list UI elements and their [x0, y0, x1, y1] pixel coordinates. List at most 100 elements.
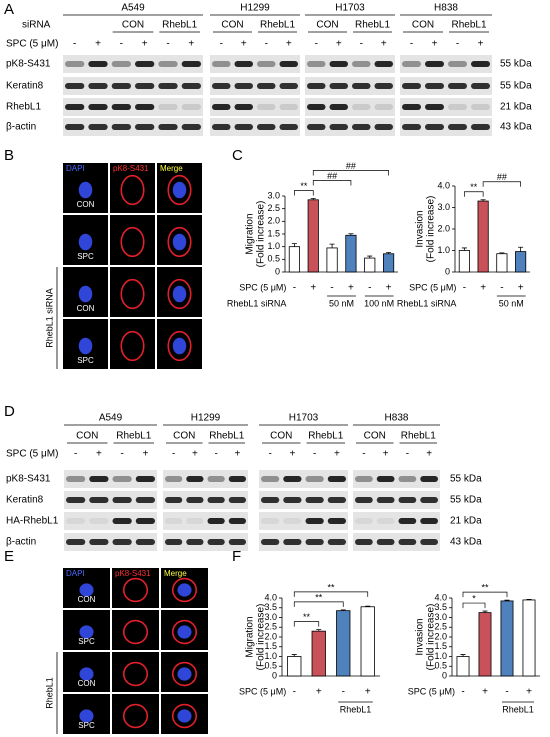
cell-line: A549: [121, 3, 145, 14]
significance-bracket: [482, 181, 521, 187]
error-bar: [499, 252, 505, 254]
nucleus: [79, 625, 94, 639]
band: [228, 539, 246, 545]
band: [283, 476, 302, 482]
sign: -: [268, 449, 271, 460]
x-tick-label: +: [316, 687, 322, 698]
micrograph: [110, 215, 155, 265]
condition-label: SPC: [77, 356, 94, 365]
band: [420, 497, 438, 503]
significance: **: [300, 181, 308, 191]
channel-label: Merge: [160, 164, 183, 173]
sign: -: [166, 39, 169, 50]
band: [307, 104, 326, 110]
band: [402, 124, 421, 130]
band: [425, 61, 444, 67]
band: [66, 476, 86, 482]
band: [181, 124, 201, 130]
significance: **: [303, 612, 311, 622]
panel-label: D: [4, 403, 15, 420]
blot-strip: [63, 55, 203, 73]
nucleus: [172, 233, 187, 251]
protein-label: HA-RhebL1: [6, 516, 59, 527]
micrograph: [110, 267, 155, 317]
error-bar: [460, 654, 466, 657]
group-label: RhebL1: [340, 704, 372, 714]
size-label: 43 kDa: [500, 122, 532, 133]
group-label: CON: [173, 431, 195, 442]
y-tick-label: 3.0: [267, 190, 280, 200]
error-bar: [504, 599, 510, 601]
significance-bracket: [312, 170, 389, 176]
sign: +: [192, 449, 198, 460]
band: [398, 476, 417, 482]
band: [420, 518, 438, 524]
band: [135, 476, 155, 482]
blot-strip: [64, 470, 157, 488]
sign: +: [478, 39, 484, 50]
significance: **: [470, 182, 478, 192]
error-bar: [329, 243, 335, 248]
y-axis-label: (Fold increase): [256, 604, 267, 671]
blot-strip: [163, 491, 248, 509]
x-tick-label: +: [526, 687, 532, 698]
bar: [287, 656, 302, 677]
y-axis-label: Invasion: [415, 210, 426, 247]
nucleus: [79, 709, 94, 723]
band: [181, 104, 201, 110]
band: [158, 61, 178, 67]
band: [257, 83, 276, 89]
band: [234, 104, 253, 110]
band: [448, 124, 467, 130]
band: [374, 61, 393, 67]
error-bar: [310, 198, 316, 200]
keratin: [122, 661, 149, 687]
size-label: 21 kDa: [500, 102, 532, 113]
bar: [307, 199, 319, 273]
band: [471, 61, 490, 67]
keratin: [122, 703, 149, 729]
band: [112, 476, 132, 482]
keratin: [120, 278, 145, 310]
band: [471, 124, 490, 130]
error-bar: [291, 243, 297, 247]
band: [88, 83, 108, 89]
band: [111, 124, 131, 130]
size-label: 21 kDa: [450, 516, 482, 527]
band: [158, 104, 178, 110]
band: [398, 539, 417, 545]
group-label: RhebL1: [209, 431, 244, 442]
band: [279, 61, 298, 67]
keratin: [122, 619, 149, 645]
sign: +: [426, 449, 432, 460]
band: [186, 497, 204, 503]
band: [65, 124, 85, 130]
nucleus: [78, 337, 93, 355]
panel-label: A: [4, 1, 14, 18]
error-bar: [348, 233, 354, 236]
y-tick-label: 1.0: [437, 245, 450, 255]
band: [186, 539, 204, 545]
error-bar: [365, 605, 371, 607]
channel-label: pK8-S431: [115, 569, 151, 578]
row-label: RhebL1 siRNA: [397, 298, 457, 308]
band: [398, 518, 417, 524]
y-tick-label: 3.0: [437, 202, 450, 212]
group-label: RhebL1 siRNA: [44, 288, 54, 348]
error-bar: [367, 255, 373, 259]
group-label: RhebL1: [401, 431, 436, 442]
panel-label: B: [4, 147, 14, 164]
sign: -: [265, 39, 268, 50]
bar: [326, 247, 338, 273]
protein-label: β-actin: [6, 537, 36, 548]
y-tick-label: 1.5: [434, 641, 447, 651]
sign: -: [220, 39, 223, 50]
sign: +: [336, 39, 342, 50]
blot-strip: [64, 491, 157, 509]
x-tick-label: +: [365, 687, 371, 698]
y-tick-label: 2.0: [267, 216, 280, 226]
band: [402, 61, 421, 67]
sign: -: [120, 39, 123, 50]
band: [448, 61, 467, 67]
band: [234, 61, 253, 67]
